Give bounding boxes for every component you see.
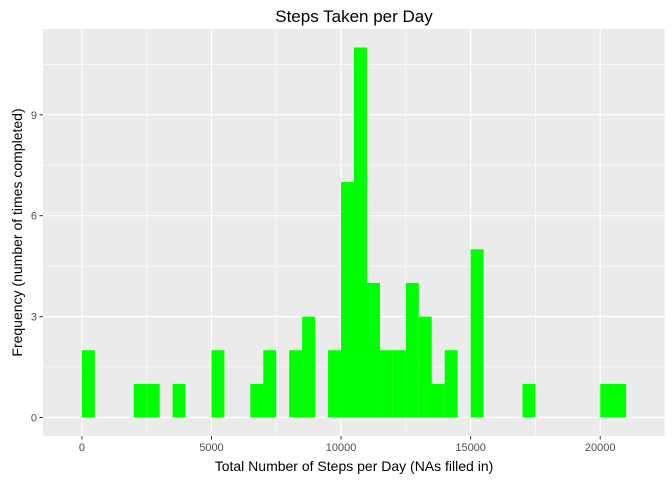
histogram-bar	[379, 350, 393, 418]
histogram-bar	[328, 350, 342, 418]
histogram-bar	[133, 383, 147, 418]
x-tick-label: 20000	[585, 442, 616, 454]
histogram-bar	[600, 383, 614, 418]
histogram-bar	[341, 182, 354, 418]
histogram-bar	[302, 316, 316, 418]
y-axis-title: Frequency (number of times completed)	[9, 108, 25, 356]
y-tick-label: 0	[31, 413, 37, 425]
y-tick-label: 9	[31, 110, 37, 122]
histogram-bar	[146, 383, 160, 418]
x-tick-label: 15000	[455, 442, 486, 454]
histogram-bar	[263, 350, 277, 418]
x-tick-label: 0	[79, 442, 85, 454]
histogram-bar	[613, 383, 627, 418]
x-tick-label: 10000	[326, 442, 357, 454]
histogram-bar	[431, 383, 445, 418]
histogram-bar	[289, 350, 303, 418]
histogram-bar	[81, 350, 95, 418]
histogram-bar	[470, 249, 484, 418]
x-axis-ticks: 0 5000 10000 15000 20000	[79, 436, 616, 454]
x-tick-label: 5000	[199, 442, 223, 454]
histogram-bar	[172, 383, 186, 418]
histogram-bar	[250, 383, 264, 418]
y-axis-ticks: 0 3 6 9	[31, 110, 43, 425]
histogram-bar	[211, 350, 225, 418]
y-tick-label: 3	[31, 312, 37, 324]
histogram-bar	[405, 282, 419, 418]
histogram-bar	[418, 316, 432, 418]
y-tick-label: 6	[31, 211, 37, 223]
histogram-bar	[366, 282, 380, 418]
histogram-bars	[81, 47, 627, 418]
chart-title: Steps Taken per Day	[275, 7, 433, 26]
histogram-bar	[354, 47, 367, 418]
histogram-bar	[444, 350, 458, 418]
x-axis-title: Total Number of Steps per Day (NAs fille…	[215, 458, 494, 474]
histogram-bar	[392, 350, 406, 418]
histogram-bar	[522, 383, 536, 418]
